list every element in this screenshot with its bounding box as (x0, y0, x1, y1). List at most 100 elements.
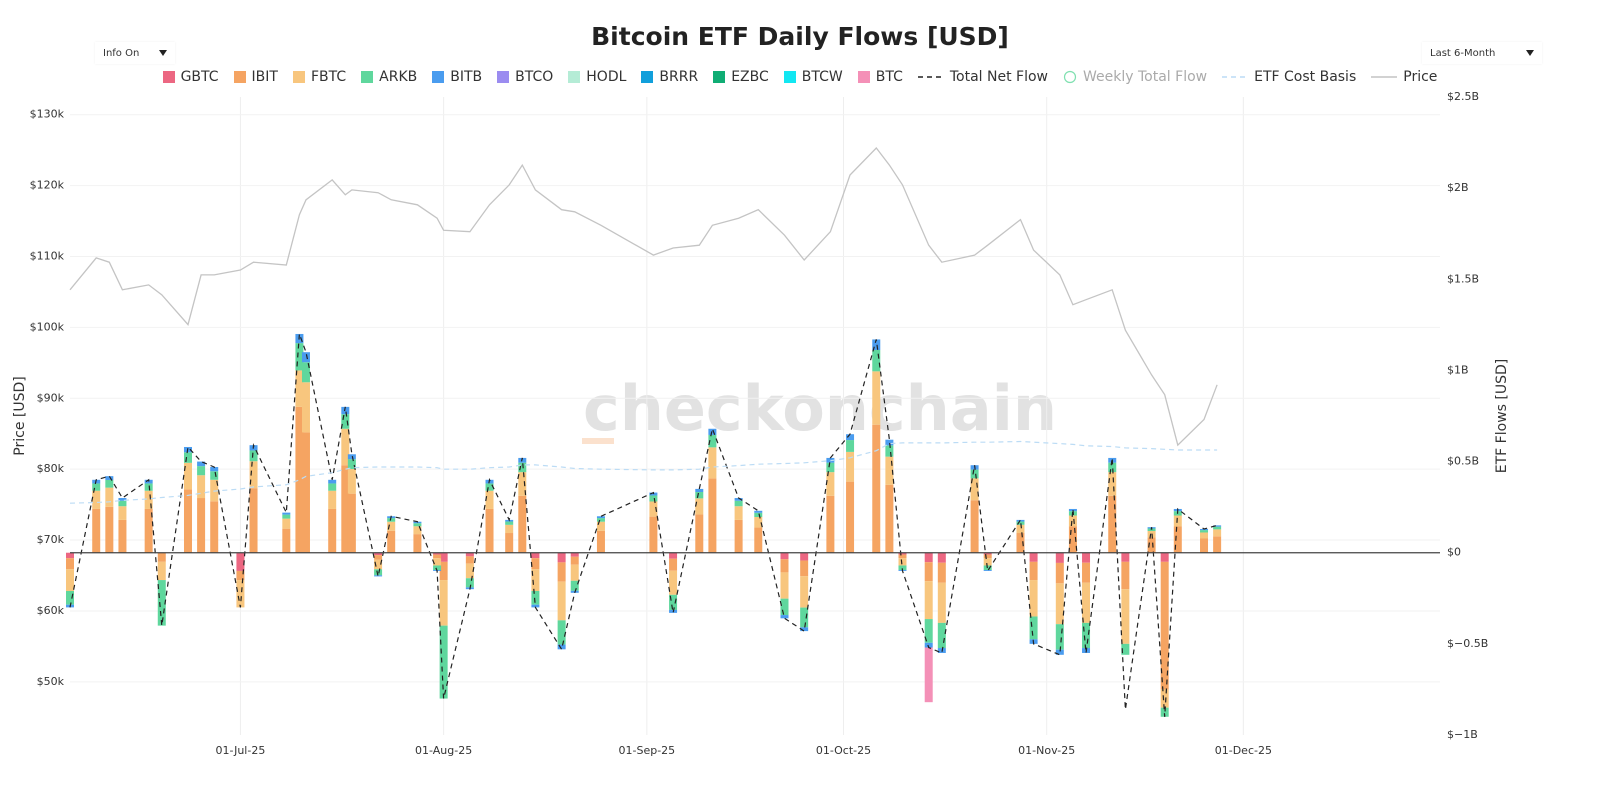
bar (301, 432, 310, 553)
legend-item[interactable]: HODL (568, 69, 626, 85)
bar (105, 479, 114, 488)
legend-label: BTCW (801, 69, 843, 85)
bar (249, 461, 258, 489)
bar (1160, 707, 1169, 717)
bar (118, 506, 127, 520)
bar (157, 580, 166, 626)
legend-label: BTCO (515, 69, 554, 85)
bar (557, 644, 566, 650)
bar (557, 620, 566, 645)
bar (1016, 521, 1025, 525)
legend-item[interactable]: BTC (857, 69, 903, 85)
bar (649, 516, 658, 553)
bar (885, 445, 894, 457)
bar (1213, 529, 1222, 537)
y-tick-label: $120k (30, 179, 65, 192)
bar (387, 521, 396, 531)
legend-item[interactable]: BITB (432, 69, 482, 85)
bar (596, 518, 605, 522)
y2-tick-label: $0 (1447, 546, 1461, 559)
bar (465, 556, 474, 564)
legend-label: Price (1403, 69, 1438, 85)
bar (66, 590, 74, 605)
bar (708, 447, 717, 479)
legend-marker (1371, 76, 1398, 78)
bar (1213, 525, 1222, 527)
bar (1108, 495, 1117, 553)
legend-item[interactable]: IBIT (233, 69, 278, 85)
bar (433, 552, 442, 555)
x-tick-label: 01-Jul-25 (216, 744, 266, 757)
bar (118, 498, 127, 501)
bar (708, 434, 717, 448)
bar (970, 469, 979, 479)
legend-item[interactable]: Total Net Flow (917, 69, 1049, 85)
bar (341, 414, 350, 429)
bar (347, 459, 356, 470)
bar (531, 590, 540, 605)
info-dropdown[interactable]: Info On (95, 42, 176, 64)
bar (780, 572, 789, 599)
bar (144, 490, 153, 509)
legend-item[interactable]: Price (1371, 69, 1437, 85)
legend-item[interactable]: BRRR (641, 69, 698, 85)
bar (1016, 524, 1025, 534)
bar (570, 552, 579, 557)
range-dropdown[interactable]: Last 6-Month (1422, 42, 1542, 64)
legend-item[interactable]: ETF Cost Basis (1222, 69, 1356, 85)
line (69, 440, 1218, 504)
legend-item[interactable]: ARKB (361, 69, 417, 85)
bar (983, 554, 992, 559)
bar (282, 518, 291, 529)
bar (800, 607, 809, 628)
bar (485, 483, 494, 491)
bar (1121, 589, 1130, 644)
legend-label: Total Net Flow (949, 69, 1049, 85)
bar (347, 469, 356, 494)
legend-item[interactable]: BTCO (497, 69, 553, 85)
bar (872, 424, 881, 553)
bar (937, 562, 946, 583)
bar (439, 561, 448, 581)
bar (157, 561, 166, 581)
legend-label: GBTC (180, 69, 219, 85)
legend-marker (568, 71, 581, 83)
bar (846, 481, 855, 553)
bar (898, 558, 907, 566)
legend-item[interactable]: GBTC (162, 69, 219, 85)
bar (485, 490, 494, 509)
bar (924, 642, 933, 648)
legend-marker (713, 71, 726, 83)
legend-marker (432, 71, 445, 83)
bar (92, 490, 101, 509)
bar (826, 462, 835, 473)
y2-tick-label: $−1B (1447, 728, 1478, 741)
bar (439, 580, 448, 626)
legend-marker (233, 71, 246, 83)
line (69, 147, 1218, 447)
dropdown-arrow (1526, 50, 1534, 56)
bar (800, 552, 809, 561)
legend-item[interactable]: FBTC (292, 69, 346, 85)
bar (924, 619, 933, 643)
bar (328, 479, 337, 484)
bar (282, 512, 291, 515)
bar (249, 488, 258, 553)
bar (197, 475, 206, 499)
legend: GBTC IBIT FBTC ARKB BITB BTCO HODL BRRR EZBC BTCW… (0, 69, 1600, 85)
bar (341, 465, 350, 553)
bar (374, 569, 383, 576)
bar (197, 461, 206, 467)
legend-marker (857, 71, 870, 83)
bar (1082, 562, 1091, 583)
legend-item[interactable]: BTCW (783, 69, 843, 85)
dropdown-arrow (159, 50, 168, 56)
legend-label: Weekly Total Flow (1083, 69, 1208, 85)
bar (1200, 532, 1209, 539)
bar (105, 476, 114, 480)
legend-item[interactable]: Weekly Total Flow (1063, 69, 1207, 85)
bar (557, 581, 566, 621)
bar (780, 559, 789, 573)
legend-item[interactable]: EZBC (713, 69, 769, 85)
